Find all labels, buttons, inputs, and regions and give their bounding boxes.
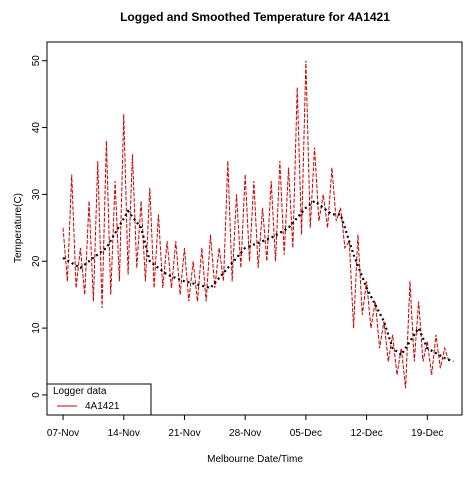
smoothed-line (62, 199, 454, 363)
data-line (62, 60, 450, 389)
x-tick-label: 07-Nov (47, 428, 79, 439)
y-tick-label: 0 (31, 392, 42, 398)
y-tick-label: 20 (31, 255, 42, 267)
x-axis-label: Melbourne Date/Time (207, 454, 303, 465)
x-tick-label: 19-Dec (411, 428, 443, 439)
legend-label: 4A1421 (85, 401, 120, 412)
x-tick-label: 21-Nov (168, 428, 200, 439)
legend-box (46, 383, 152, 416)
y-tick-label: 50 (31, 55, 42, 67)
chart-title: Logged and Smoothed Temperature for 4A14… (120, 10, 390, 24)
x-tick-label: 12-Dec (350, 428, 382, 439)
plot-frame (46, 41, 463, 416)
y-tick-label: 30 (31, 188, 42, 200)
x-tick-label: 05-Dec (290, 428, 322, 439)
x-tick-label: 14-Nov (108, 428, 140, 439)
y-tick-label: 10 (31, 322, 42, 334)
x-tick-label: 28-Nov (229, 428, 261, 439)
y-axis-label: Temperature(C) (13, 193, 24, 263)
legend-title: Logger data (53, 386, 107, 397)
y-tick-label: 40 (31, 122, 42, 134)
